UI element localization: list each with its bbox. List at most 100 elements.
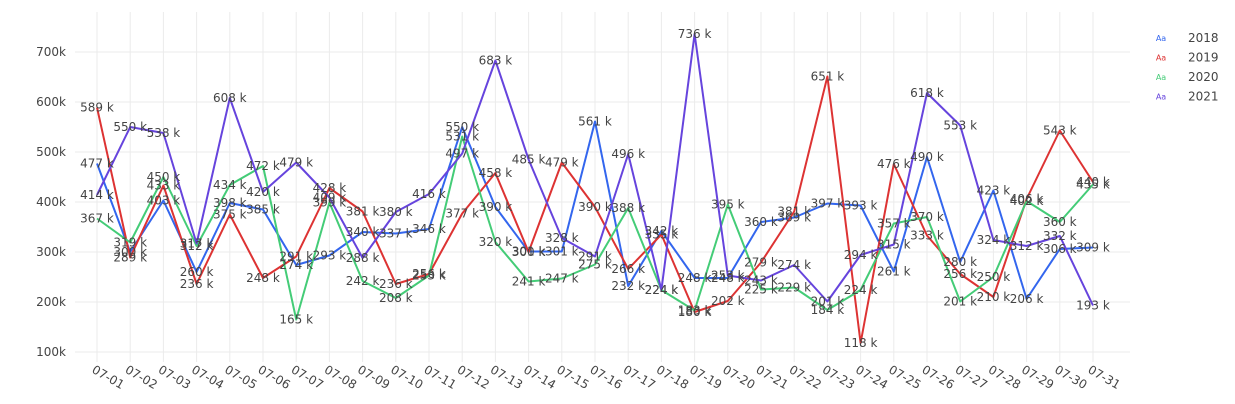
data-label: 184 k xyxy=(811,303,845,317)
data-label: 275 k xyxy=(578,258,612,272)
data-label: 477 k xyxy=(80,157,114,171)
y-tick-label: 600k xyxy=(36,95,66,109)
series-line-2020 xyxy=(96,135,1094,321)
data-label: 165 k xyxy=(279,313,313,327)
data-label: 397 k xyxy=(811,197,845,211)
data-label: 390 k xyxy=(578,200,612,214)
data-label: 256 k xyxy=(943,267,977,281)
data-label: 224 k xyxy=(844,283,878,297)
x-tick-label: 07-13 xyxy=(488,362,525,392)
y-tick-label: 500k xyxy=(36,145,66,159)
data-label: 380 k xyxy=(379,205,413,219)
x-tick-label: 07-21 xyxy=(754,362,791,392)
data-label: 428 k xyxy=(313,181,347,195)
data-label: 360 k xyxy=(1043,215,1077,229)
legend-item-2018[interactable]: Aa 2018 xyxy=(1156,31,1219,45)
data-label: 458 k xyxy=(479,166,513,180)
data-label: 291 k xyxy=(578,250,612,264)
data-label: 538 k xyxy=(147,126,181,140)
x-tick-label: 07-12 xyxy=(455,362,492,392)
data-label: 618 k xyxy=(910,86,944,100)
series-line-2019 xyxy=(96,75,1094,344)
data-label: 375 k xyxy=(213,208,247,222)
data-label: 433 k xyxy=(147,179,181,193)
data-label: 317 k xyxy=(180,237,214,251)
data-label: 553 k xyxy=(943,119,977,133)
data-label: 420 k xyxy=(246,185,280,199)
data-label: 651 k xyxy=(811,70,845,84)
data-label: 193 k xyxy=(1076,299,1110,313)
data-label: 608 k xyxy=(213,91,247,105)
data-label: 736 k xyxy=(678,27,712,41)
data-label: 225 k xyxy=(744,283,778,297)
data-label: 243 k xyxy=(744,274,778,288)
data-label: 306 k xyxy=(1043,242,1077,256)
x-tick-label: 07-14 xyxy=(521,362,558,392)
data-label: 224 k xyxy=(645,283,679,297)
data-label: 253 k xyxy=(711,269,745,283)
x-tick-label: 07-23 xyxy=(820,362,857,392)
legend-item-2019[interactable]: Aa 2019 xyxy=(1156,51,1219,65)
data-label: 247 k xyxy=(545,272,579,286)
data-label: 253 k xyxy=(412,269,446,283)
legend-label: 2018 xyxy=(1188,31,1219,45)
data-label: 423 k xyxy=(977,184,1011,198)
data-label: 201 k xyxy=(943,295,977,309)
data-label: 236 k xyxy=(379,277,413,291)
y-tick-label: 200k xyxy=(36,295,66,309)
data-label: 360 k xyxy=(744,215,778,229)
data-label: 315 k xyxy=(877,238,911,252)
x-tick-label: 07-26 xyxy=(920,362,957,392)
data-label: 319 k xyxy=(113,236,147,250)
data-label: 399 k xyxy=(313,196,347,210)
data-label: 294 k xyxy=(844,248,878,262)
data-label: 250 k xyxy=(977,270,1011,284)
data-label: 496 k xyxy=(611,147,645,161)
data-label: 479 k xyxy=(545,156,579,170)
data-label: 414 k xyxy=(80,188,114,202)
x-tick-label: 07-29 xyxy=(1019,362,1056,392)
legend-item-2020[interactable]: Aa 2020 xyxy=(1156,70,1219,84)
data-label: 409 k xyxy=(313,191,347,205)
data-label: 377 k xyxy=(445,207,479,221)
data-label: 208 k xyxy=(379,291,413,305)
legend-item-2021[interactable]: Aa 2021 xyxy=(1156,90,1219,104)
legend[interactable]: Aa 2018 Aa 2019 Aa 2020 Aa 2021 xyxy=(1156,31,1219,104)
data-label: 485 k xyxy=(512,153,546,167)
data-label: 472 k xyxy=(246,159,280,173)
x-tick-label: 07-10 xyxy=(388,362,425,392)
data-label: 357 k xyxy=(877,217,911,231)
x-tick-label: 07-24 xyxy=(853,362,890,392)
data-label: 342 k xyxy=(645,224,679,238)
data-label: 531 k xyxy=(445,130,479,144)
data-label: 328 k xyxy=(545,231,579,245)
x-tick-label: 07-31 xyxy=(1086,362,1123,392)
legend-label: 2021 xyxy=(1188,90,1219,104)
data-label: 300 k xyxy=(113,245,147,259)
legend-marker-icon: Aa xyxy=(1156,73,1166,82)
data-label: 248 k xyxy=(678,271,712,285)
x-tick-label: 07-30 xyxy=(1052,362,1089,392)
data-label: 312 k xyxy=(180,239,214,253)
y-tick-label: 700k xyxy=(36,45,66,59)
y-axis-ticks: 100k 200k 300k 400k 500k 600k 700k xyxy=(36,45,66,359)
x-tick-label: 07-02 xyxy=(123,362,160,392)
x-tick-label: 07-16 xyxy=(588,362,625,392)
legend-marker-icon: Aa xyxy=(1156,34,1166,43)
data-label: 388 k xyxy=(611,201,645,215)
x-tick-label: 07-15 xyxy=(554,362,591,392)
y-tick-label: 400k xyxy=(36,195,66,209)
data-label: 289 k xyxy=(113,251,147,265)
data-label: 550 k xyxy=(445,120,479,134)
x-tick-label: 07-18 xyxy=(654,362,691,392)
data-label: 288 k xyxy=(346,251,380,265)
data-label: 332 k xyxy=(1043,229,1077,243)
data-label: 206 k xyxy=(1010,292,1044,306)
data-label: 402 k xyxy=(1010,194,1044,208)
y-tick-label: 300k xyxy=(36,245,66,259)
series-lines xyxy=(96,33,1094,344)
x-tick-label: 07-01 xyxy=(90,362,127,392)
x-tick-label: 07-27 xyxy=(953,362,990,392)
data-label: 183 k xyxy=(678,304,712,318)
